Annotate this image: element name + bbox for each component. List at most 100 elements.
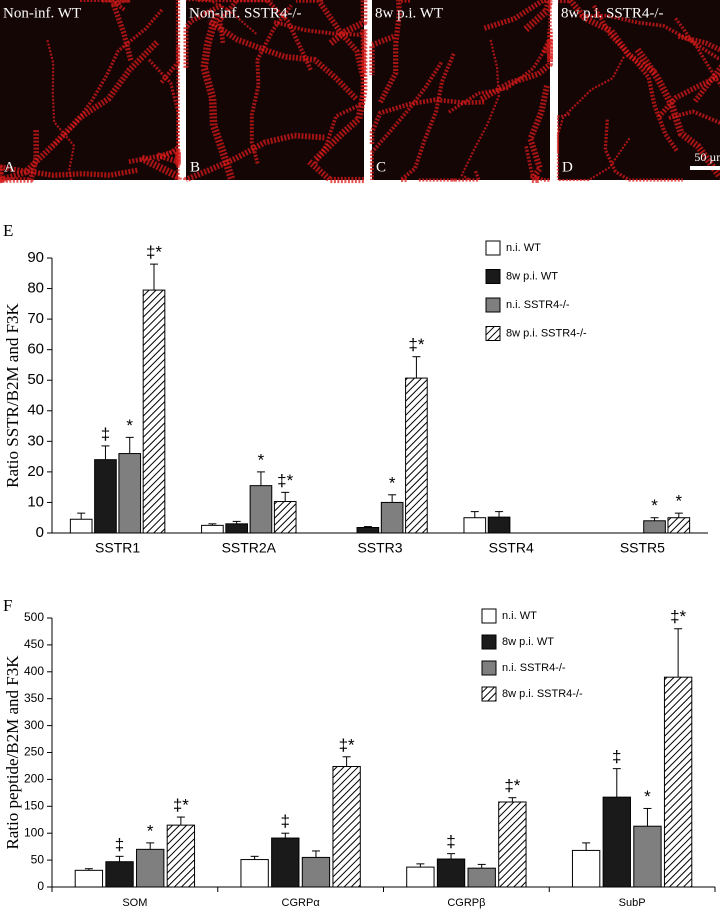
nerve-fiber (556, 113, 571, 154)
error-bar (495, 511, 504, 518)
y-tick-label: 0 (37, 879, 44, 893)
micrograph (558, 0, 720, 180)
legend-swatch (481, 608, 497, 624)
nerve-fiber (183, 132, 325, 183)
error-bar (363, 526, 372, 528)
error-bar (342, 756, 351, 767)
bar (166, 824, 196, 888)
nerve-fiber (159, 0, 181, 84)
significance-marker: ‡* (504, 776, 520, 795)
bar (225, 523, 248, 534)
bar (436, 858, 466, 888)
bar (273, 501, 297, 534)
legend-swatch (485, 240, 501, 256)
significance-marker: ‡* (339, 735, 355, 754)
bar (142, 289, 166, 534)
error-bar (650, 517, 659, 521)
bar (136, 848, 165, 888)
panel-letter: C (376, 159, 386, 175)
nerve-fiber (139, 154, 182, 181)
bar (487, 516, 511, 534)
nerve-fiber (556, 56, 625, 180)
bar (201, 524, 224, 534)
bar (332, 765, 361, 888)
nerve-fiber (217, 0, 273, 44)
bar (633, 825, 662, 888)
bar (405, 377, 428, 534)
panel-title: Non-inf. WT (3, 5, 81, 21)
nerve-fiber (558, 137, 631, 182)
nerve-fiber (483, 0, 550, 31)
legend-swatch (485, 326, 501, 341)
nerve-fiber (541, 36, 554, 62)
nerve-fiber (460, 39, 500, 181)
nerve-fiber (657, 72, 720, 119)
nerve-fiber (603, 119, 683, 182)
legend-label: 8w p.i. SSTR4-/- (506, 327, 587, 339)
y-tick-label: 500 (24, 610, 44, 624)
y-tick-label: 70 (27, 310, 44, 327)
nerve-fiber (692, 63, 720, 103)
bar (69, 518, 93, 534)
nerve-fiber (634, 47, 720, 180)
significance-marker: * (651, 496, 658, 515)
y-tick-label: 250 (24, 745, 44, 759)
legend-label: 8w p.i. WT (506, 270, 558, 282)
error-bar (508, 797, 517, 802)
error-bar (281, 832, 290, 839)
nerve-fiber (579, 13, 720, 61)
error-bar (582, 842, 591, 851)
x-tick-label: SSTR2A (222, 540, 277, 556)
nerve-fiber (370, 61, 443, 180)
error-bar (416, 863, 425, 868)
nerve-fiber (52, 8, 164, 147)
legend-label: n.i. SSTR4-/- (502, 662, 566, 674)
x-tick-label: SSTR5 (620, 540, 665, 556)
significance-marker: * (258, 450, 265, 469)
significance-marker: * (644, 787, 651, 806)
nerve-fiber (206, 18, 359, 101)
nerve-fiber (677, 33, 720, 53)
micrograph (0, 0, 178, 180)
micrograph-panel: 8w p.i. SSTR4-/- D 50 µm (556, 0, 720, 182)
y-tick-label: 0 (36, 524, 44, 541)
bar (663, 676, 693, 888)
legend-label: 8w p.i. SSTR4-/- (502, 688, 583, 700)
panel-letter: B (190, 159, 200, 175)
panel-letter: D (562, 159, 573, 175)
x-tick-label: SSTR3 (357, 540, 402, 556)
significance-marker: * (389, 473, 396, 492)
error-bar (412, 356, 421, 379)
legend-label: n.i. WT (506, 242, 541, 254)
nerve-fiber (523, 0, 554, 32)
legend-swatch (485, 269, 501, 284)
y-tick-label: 400 (24, 664, 44, 678)
error-bar (77, 512, 86, 520)
nerve-fiber (417, 170, 481, 182)
y-tick-label: 90 (27, 249, 44, 266)
bar (602, 796, 631, 888)
nerve-fiber (249, 4, 293, 165)
nerve-fiber (307, 159, 365, 184)
error-bar (208, 523, 217, 526)
error-bar (674, 512, 683, 518)
y-tick-label: 50 (27, 371, 44, 388)
x-tick-label: SubP (619, 897, 646, 909)
x-tick-label: CGRPβ (447, 897, 485, 909)
panel-title: 8w p.i. SSTR4-/- (561, 5, 664, 21)
legend-swatch (485, 297, 501, 313)
bar (356, 527, 380, 534)
y-tick-label: 10 (27, 493, 44, 510)
nerve-fiber (328, 0, 368, 46)
y-tick-label: 450 (24, 637, 44, 651)
micrograph-panel: Non-inf. WT A (0, 0, 182, 184)
error-bar (470, 511, 479, 518)
bar (74, 869, 104, 888)
y-tick-label: 30 (27, 432, 44, 449)
panel-title: 8w p.i. WT (375, 5, 443, 21)
error-bar (477, 863, 486, 869)
significance-marker: ‡ (612, 747, 621, 766)
error-bar (612, 768, 621, 798)
